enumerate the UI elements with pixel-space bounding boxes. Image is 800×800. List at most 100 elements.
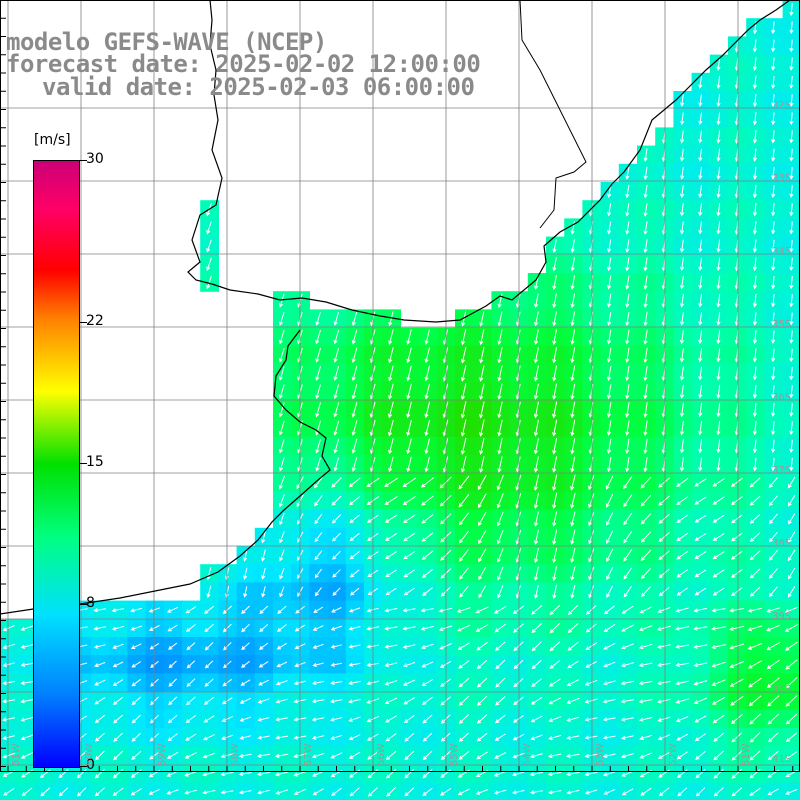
wind-arrow (621, 624, 634, 632)
wind-arrow (606, 420, 612, 437)
wind-arrow (333, 439, 340, 454)
wind-arrow (2, 680, 16, 686)
wind-arrow (752, 293, 758, 308)
colorbar-tick-label: 0 (86, 757, 95, 773)
wind-arrow (496, 548, 504, 563)
wind-arrow (531, 641, 542, 652)
wind-arrow (148, 788, 161, 795)
wind-arrow (606, 567, 614, 581)
wind-arrow (529, 771, 544, 777)
wind-arrow (329, 699, 343, 704)
wind-arrow (729, 625, 745, 631)
wind-arrow (584, 735, 598, 740)
wind-arrow (748, 695, 762, 707)
wind-arrow (388, 383, 394, 400)
wind-arrow (220, 753, 234, 759)
wind-arrow (606, 438, 612, 455)
wind-arrow (222, 678, 233, 687)
wind-arrow (657, 662, 671, 667)
wind-arrow (570, 529, 576, 545)
wind-arrow (752, 275, 758, 290)
wind-arrow (331, 787, 342, 796)
wind-arrow (752, 184, 758, 199)
wind-arrow (420, 477, 435, 488)
wind-arrow (679, 112, 685, 126)
wind-arrow (680, 167, 685, 180)
wind-arrow (406, 401, 412, 419)
lat-label: 38S (772, 538, 792, 549)
wind-arrow (729, 643, 745, 650)
wind-arrow (476, 677, 488, 688)
wind-arrow (278, 384, 285, 399)
wind-arrow (259, 605, 269, 615)
wind-arrow (676, 477, 689, 487)
wind-arrow (656, 625, 671, 631)
wind-arrow (39, 769, 51, 778)
wind-arrow (570, 239, 575, 254)
wind-arrow (278, 366, 285, 381)
wind-arrow (730, 568, 743, 578)
wind-arrow (698, 294, 703, 308)
wind-arrow (749, 768, 761, 779)
wind-arrow (716, 148, 721, 162)
wind-arrow (351, 329, 358, 345)
wind-arrow (731, 750, 743, 761)
wind-arrow (330, 752, 343, 759)
wind-arrow (497, 311, 503, 327)
wind-arrow (588, 548, 595, 563)
wind-arrow (348, 680, 361, 686)
wind-arrow (149, 751, 160, 760)
wind-arrow (789, 130, 794, 144)
wind-arrow (552, 584, 557, 600)
wind-arrow (460, 365, 467, 382)
lat-lon-grid (0, 0, 800, 772)
wind-arrow (693, 644, 708, 649)
wind-arrow (698, 221, 703, 235)
wind-arrow (534, 293, 539, 309)
wind-arrow (332, 532, 341, 542)
uruguay-coastline (187, 0, 791, 323)
wind-arrow (403, 714, 415, 723)
wind-arrow (698, 148, 703, 162)
wind-arrow (94, 750, 105, 761)
colorbar-tick-mark (79, 604, 87, 606)
wind-arrow (657, 716, 671, 722)
wind-arrow (716, 112, 721, 126)
wind-arrow (639, 606, 653, 614)
wind-arrow (459, 585, 469, 598)
wind-arrow (588, 566, 595, 581)
wind-arrow (676, 769, 688, 779)
wind-arrow (771, 348, 776, 363)
wind-arrow (694, 587, 707, 596)
wind-arrow (749, 732, 761, 743)
wind-arrow (567, 604, 579, 616)
wind-arrow (479, 419, 485, 437)
wind-arrow (333, 420, 340, 436)
wind-arrow (93, 626, 106, 631)
wind-arrow (620, 753, 634, 759)
wind-arrow (712, 478, 725, 487)
wind-arrow (386, 787, 397, 797)
wind-arrow (531, 659, 542, 670)
wind-arrow (679, 439, 685, 454)
wind-arrow (620, 662, 634, 668)
wind-arrow (349, 787, 360, 797)
wind-arrow (712, 514, 725, 523)
wind-arrow (314, 587, 322, 597)
wind-arrow (752, 148, 758, 162)
wind-arrow (2, 662, 15, 668)
wind-arrow (184, 752, 197, 759)
wind-arrow (768, 477, 778, 489)
wind-arrow (606, 512, 614, 526)
wind-arrow (403, 569, 415, 578)
wind-arrow (716, 75, 721, 90)
wind-arrow (402, 496, 416, 506)
wind-arrow (570, 275, 576, 291)
wind-arrow (771, 294, 776, 308)
wind-arrow (620, 680, 635, 686)
wind-arrow (552, 492, 558, 510)
wind-arrow (752, 57, 758, 71)
wind-arrow (384, 626, 398, 631)
wind-arrow (348, 607, 361, 613)
wind-arrow (422, 587, 433, 596)
